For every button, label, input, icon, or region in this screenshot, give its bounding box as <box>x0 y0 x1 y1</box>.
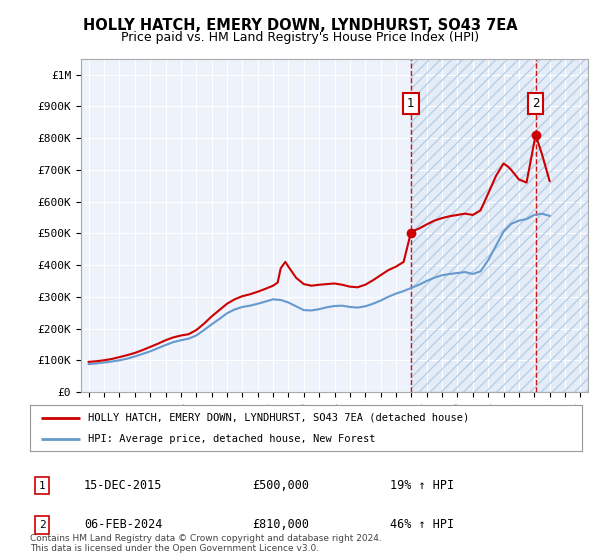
Text: Price paid vs. HM Land Registry's House Price Index (HPI): Price paid vs. HM Land Registry's House … <box>121 31 479 44</box>
Text: 15-DEC-2015: 15-DEC-2015 <box>84 479 163 492</box>
Bar <box>411 59 596 392</box>
Text: HPI: Average price, detached house, New Forest: HPI: Average price, detached house, New … <box>88 435 376 444</box>
Text: 19% ↑ HPI: 19% ↑ HPI <box>390 479 454 492</box>
Text: 2: 2 <box>532 97 539 110</box>
Text: HOLLY HATCH, EMERY DOWN, LYNDHURST, SO43 7EA (detached house): HOLLY HATCH, EMERY DOWN, LYNDHURST, SO43… <box>88 413 469 423</box>
Bar <box>411 59 596 392</box>
Text: 46% ↑ HPI: 46% ↑ HPI <box>390 518 454 531</box>
Text: £810,000: £810,000 <box>252 518 309 531</box>
Text: 1: 1 <box>38 480 46 491</box>
Text: HOLLY HATCH, EMERY DOWN, LYNDHURST, SO43 7EA: HOLLY HATCH, EMERY DOWN, LYNDHURST, SO43… <box>83 18 517 33</box>
Text: 1: 1 <box>407 97 415 110</box>
Text: 06-FEB-2024: 06-FEB-2024 <box>84 518 163 531</box>
Text: £500,000: £500,000 <box>252 479 309 492</box>
Text: Contains HM Land Registry data © Crown copyright and database right 2024.
This d: Contains HM Land Registry data © Crown c… <box>30 534 382 553</box>
Text: 2: 2 <box>38 520 46 530</box>
